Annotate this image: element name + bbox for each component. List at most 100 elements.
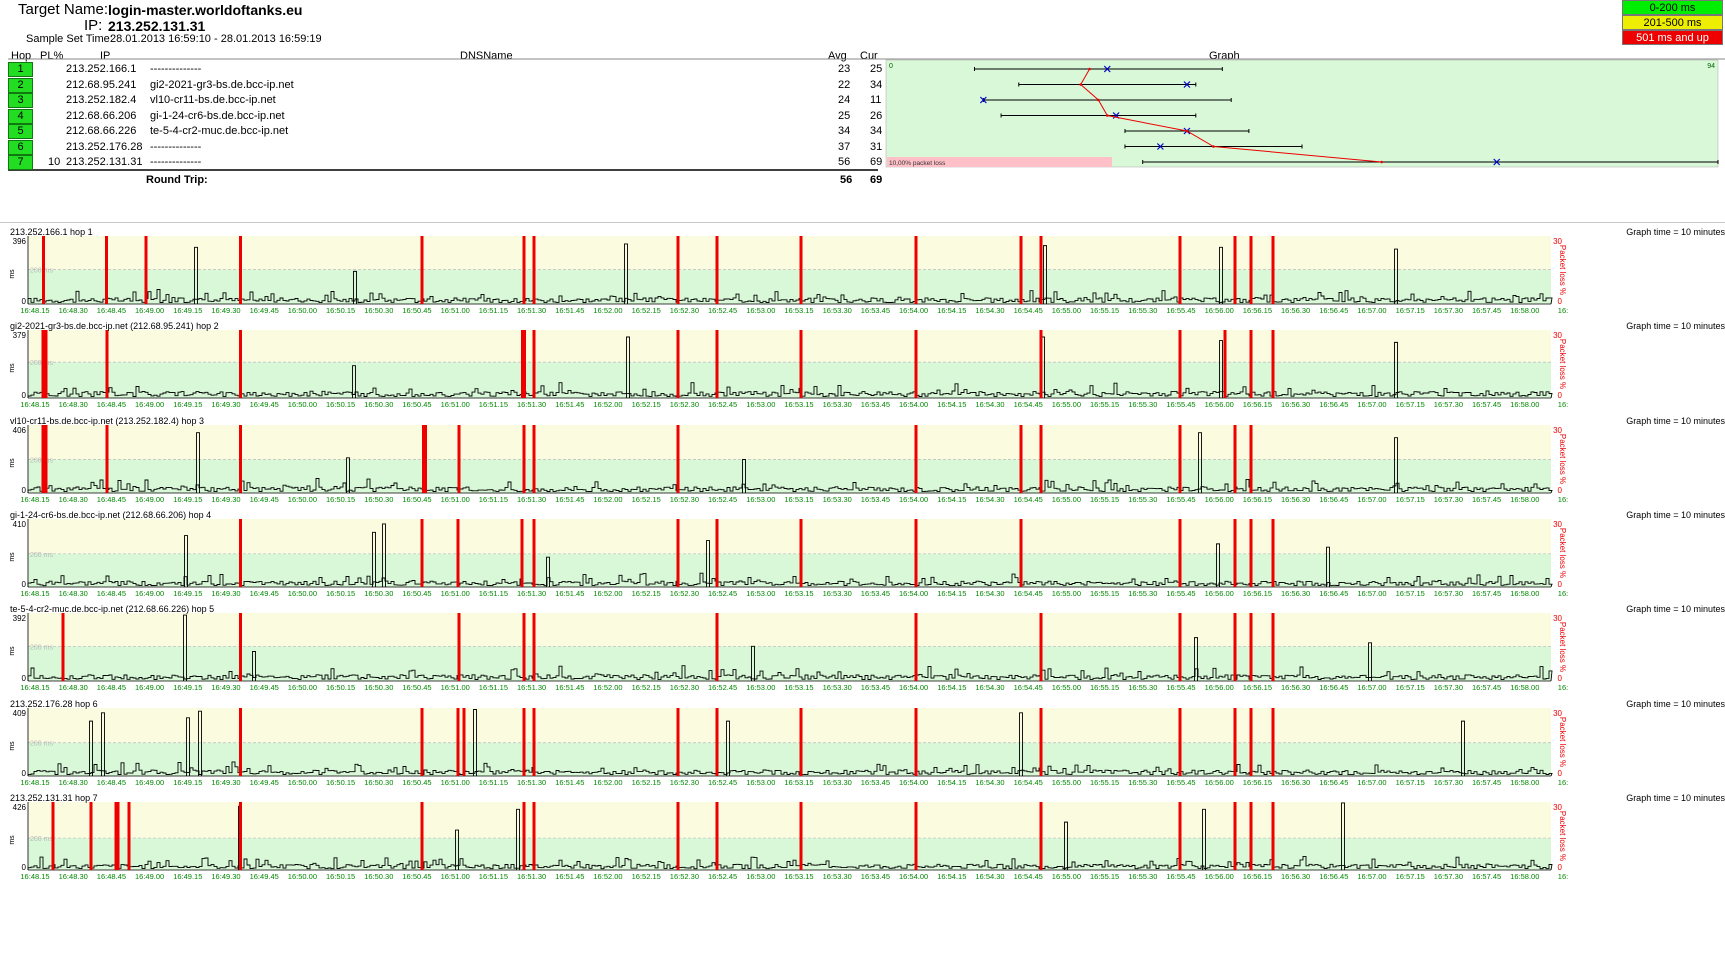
band-0-200ms bbox=[28, 362, 1551, 399]
packet-loss-bar bbox=[41, 424, 45, 493]
y-unit-label: ms bbox=[9, 363, 16, 373]
latency-spike bbox=[194, 246, 198, 304]
packet-loss-bar bbox=[105, 236, 108, 304]
latency-spike bbox=[473, 708, 477, 776]
time-tick-label: 16:49.45 bbox=[250, 683, 279, 692]
time-tick-label: 16:51.45 bbox=[555, 589, 584, 598]
hop-number-badge[interactable]: 7 bbox=[8, 155, 33, 170]
hop-number-badge[interactable]: 1 bbox=[8, 62, 33, 77]
packet-loss-bar bbox=[61, 613, 65, 682]
time-tick-label: 16:54.15 bbox=[937, 778, 966, 787]
time-tick-label: 16:55.30 bbox=[1128, 589, 1157, 598]
hop-avg: 56 bbox=[838, 156, 851, 168]
hop-dns: gi-1-24-cr6-bs.de.bcc-ip.net bbox=[150, 109, 285, 122]
time-tick-label: 16:52.45 bbox=[708, 778, 737, 787]
time-tick-label: 16:48.15 bbox=[20, 306, 49, 315]
time-tick-label: 16:52.30 bbox=[670, 495, 699, 504]
packet-loss-bar bbox=[1019, 236, 1023, 304]
loss-axis-bottom: 0 bbox=[1558, 863, 1563, 872]
time-tick-label: 16:49.00 bbox=[135, 589, 164, 598]
packet-loss-bar bbox=[239, 424, 242, 493]
time-tick-label: 16:53.30 bbox=[823, 306, 852, 315]
average-latency-point bbox=[1212, 145, 1215, 148]
packet-loss-bar bbox=[1249, 613, 1253, 682]
time-tick-label: 16:57.00 bbox=[1357, 589, 1386, 598]
time-tick-label: 16:49.15 bbox=[173, 400, 202, 409]
time-tick-label: 16:49.30 bbox=[211, 589, 240, 598]
packet-loss-bar bbox=[239, 801, 242, 870]
latency-spike bbox=[1019, 711, 1023, 776]
hop-row[interactable]: 7 10 213.252.131.31 -------------- 56 69 bbox=[8, 155, 988, 172]
loss-axis-label: Packet loss % bbox=[1558, 716, 1567, 766]
time-tick-label: 16:55.00 bbox=[1052, 306, 1081, 315]
packet-loss-bar bbox=[914, 518, 918, 587]
time-tick-label: 16:49.45 bbox=[250, 872, 279, 881]
hop-row[interactable]: 1 213.252.166.1 -------------- 23 25 bbox=[8, 62, 988, 79]
loss-axis-top: 30 bbox=[1553, 709, 1562, 718]
time-tick-label: 16:50.15 bbox=[326, 400, 355, 409]
time-tick-label: 16:55.45 bbox=[1166, 400, 1195, 409]
packet-loss-bar bbox=[799, 518, 803, 587]
time-tick-label: 16:53.45 bbox=[861, 589, 890, 598]
loss-axis-label: Packet loss % bbox=[1558, 245, 1567, 295]
time-tick-label: 16:52.15 bbox=[632, 400, 661, 409]
packet-loss-bar bbox=[420, 236, 424, 304]
hop-number-badge[interactable]: 5 bbox=[8, 124, 33, 139]
y-max-label: 406 bbox=[13, 426, 27, 435]
time-tick-label: 16:52.30 bbox=[670, 400, 699, 409]
time-tick-label: 16:52.15 bbox=[632, 306, 661, 315]
time-tick-label: 16:51.30 bbox=[517, 306, 546, 315]
time-tick-label: 16:53.30 bbox=[823, 683, 852, 692]
latency-trace bbox=[27, 477, 1553, 493]
time-tick-label: 16:50.00 bbox=[288, 872, 317, 881]
time-tick-label: 16:49.45 bbox=[250, 589, 279, 598]
hop-number-badge[interactable]: 3 bbox=[8, 93, 33, 108]
time-tick-label: 16:50.45 bbox=[402, 495, 431, 504]
time-tick-label: 16:50.15 bbox=[326, 495, 355, 504]
time-tick-label: 16:53.00 bbox=[746, 872, 775, 881]
hop-row[interactable]: 5 212.68.66.226 te-5-4-cr2-muc.de.bcc-ip.n… bbox=[8, 124, 988, 141]
hop-avg: 22 bbox=[838, 78, 851, 91]
hop-row[interactable]: 2 212.68.95.241 gi2-2021-gr3-bs.de.bcc-ip.… bbox=[8, 77, 988, 95]
hop-number-badge[interactable]: 2 bbox=[8, 77, 33, 93]
time-tick-label: 16:49.00 bbox=[135, 306, 164, 315]
time-tick-label: 16:57.45 bbox=[1472, 683, 1501, 692]
panel-title: vl10-cr11-bs.de.bcc-ip.net (213.252.182.… bbox=[10, 415, 204, 426]
hop-number-badge[interactable]: 4 bbox=[8, 108, 33, 124]
average-latency-point bbox=[1088, 67, 1091, 71]
time-tick-label: 16:50.45 bbox=[402, 872, 431, 881]
time-tick-label: 16:55.00 bbox=[1052, 683, 1081, 692]
time-tick-label: 16:57.00 bbox=[1357, 495, 1386, 504]
latency-spike bbox=[726, 720, 730, 776]
hop-dns: -------------- bbox=[150, 140, 202, 153]
packet-loss-bar bbox=[715, 518, 719, 587]
time-tick-label: 16:57.45 bbox=[1472, 495, 1501, 504]
hop-panel: 200 ms 396 0 ms 30 0 Packet loss % 16:48.15 16:4… bbox=[0, 227, 1725, 322]
packet-loss-bar bbox=[89, 801, 93, 870]
time-tick-label: 16: bbox=[1558, 495, 1568, 504]
y-min-label: 0 bbox=[22, 297, 27, 306]
target-name-value: login-master.worldoftanks.eu bbox=[108, 2, 303, 18]
hop-timeline-chart: 200 ms 392 0 ms 30 0 Packet loss % 16:48.15 16:4… bbox=[9, 613, 1568, 692]
time-tick-label: 16:53.30 bbox=[823, 589, 852, 598]
hop-row[interactable]: 6 213.252.176.28 -------------- 37 31 bbox=[8, 139, 988, 157]
time-tick-label: 16:53.00 bbox=[746, 683, 775, 692]
time-tick-label: 16:50.45 bbox=[402, 589, 431, 598]
time-tick-label: 16:56.45 bbox=[1319, 683, 1348, 692]
time-tick-label: 16:50.15 bbox=[326, 778, 355, 787]
time-tick-label: 16:52.15 bbox=[632, 589, 661, 598]
time-tick-label: 16:56.30 bbox=[1281, 778, 1310, 787]
y-unit-label: ms bbox=[9, 457, 16, 467]
hop-ip: 212.68.95.241 bbox=[66, 78, 137, 91]
time-tick-label: 16:58.00 bbox=[1510, 400, 1539, 409]
loss-axis-bottom: 0 bbox=[1558, 391, 1563, 400]
col-ip[interactable]: IP bbox=[100, 50, 111, 62]
loss-axis-label: Packet loss % bbox=[1558, 339, 1567, 389]
hop-row[interactable]: 4 212.68.66.206 gi-1-24-cr6-bs.de.bcc-ip.n… bbox=[8, 108, 988, 126]
graph-time-label: Graph time = 10 minutes bbox=[1626, 509, 1725, 520]
hop-number-badge[interactable]: 6 bbox=[8, 139, 33, 155]
hop-row[interactable]: 3 213.252.182.4 vl10-cr11-bs.de.bcc-ip.net… bbox=[8, 93, 988, 110]
loss-axis-top: 30 bbox=[1553, 520, 1562, 529]
hop-panel: 200 ms 392 0 ms 30 0 Packet loss % 16:48.15 16:4… bbox=[0, 604, 1725, 699]
